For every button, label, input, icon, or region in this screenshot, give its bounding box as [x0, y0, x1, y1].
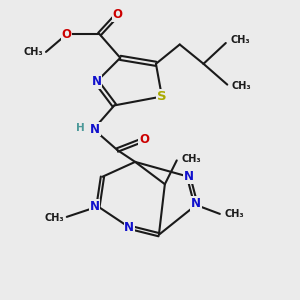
Text: CH₃: CH₃ [230, 35, 250, 45]
Text: CH₃: CH₃ [232, 81, 251, 91]
Text: N: N [90, 123, 100, 136]
Text: O: O [62, 28, 72, 40]
Text: CH₃: CH₃ [23, 47, 43, 57]
Text: H: H [76, 123, 85, 133]
Text: CH₃: CH₃ [44, 213, 64, 224]
Text: O: O [112, 8, 122, 21]
Text: N: N [89, 200, 99, 213]
Text: O: O [139, 133, 149, 146]
Text: S: S [157, 90, 167, 103]
Text: N: N [184, 170, 194, 183]
Text: CH₃: CH₃ [224, 209, 244, 219]
Text: N: N [92, 75, 101, 88]
Text: N: N [191, 197, 201, 210]
Text: N: N [124, 221, 134, 234]
Text: CH₃: CH₃ [181, 154, 201, 164]
